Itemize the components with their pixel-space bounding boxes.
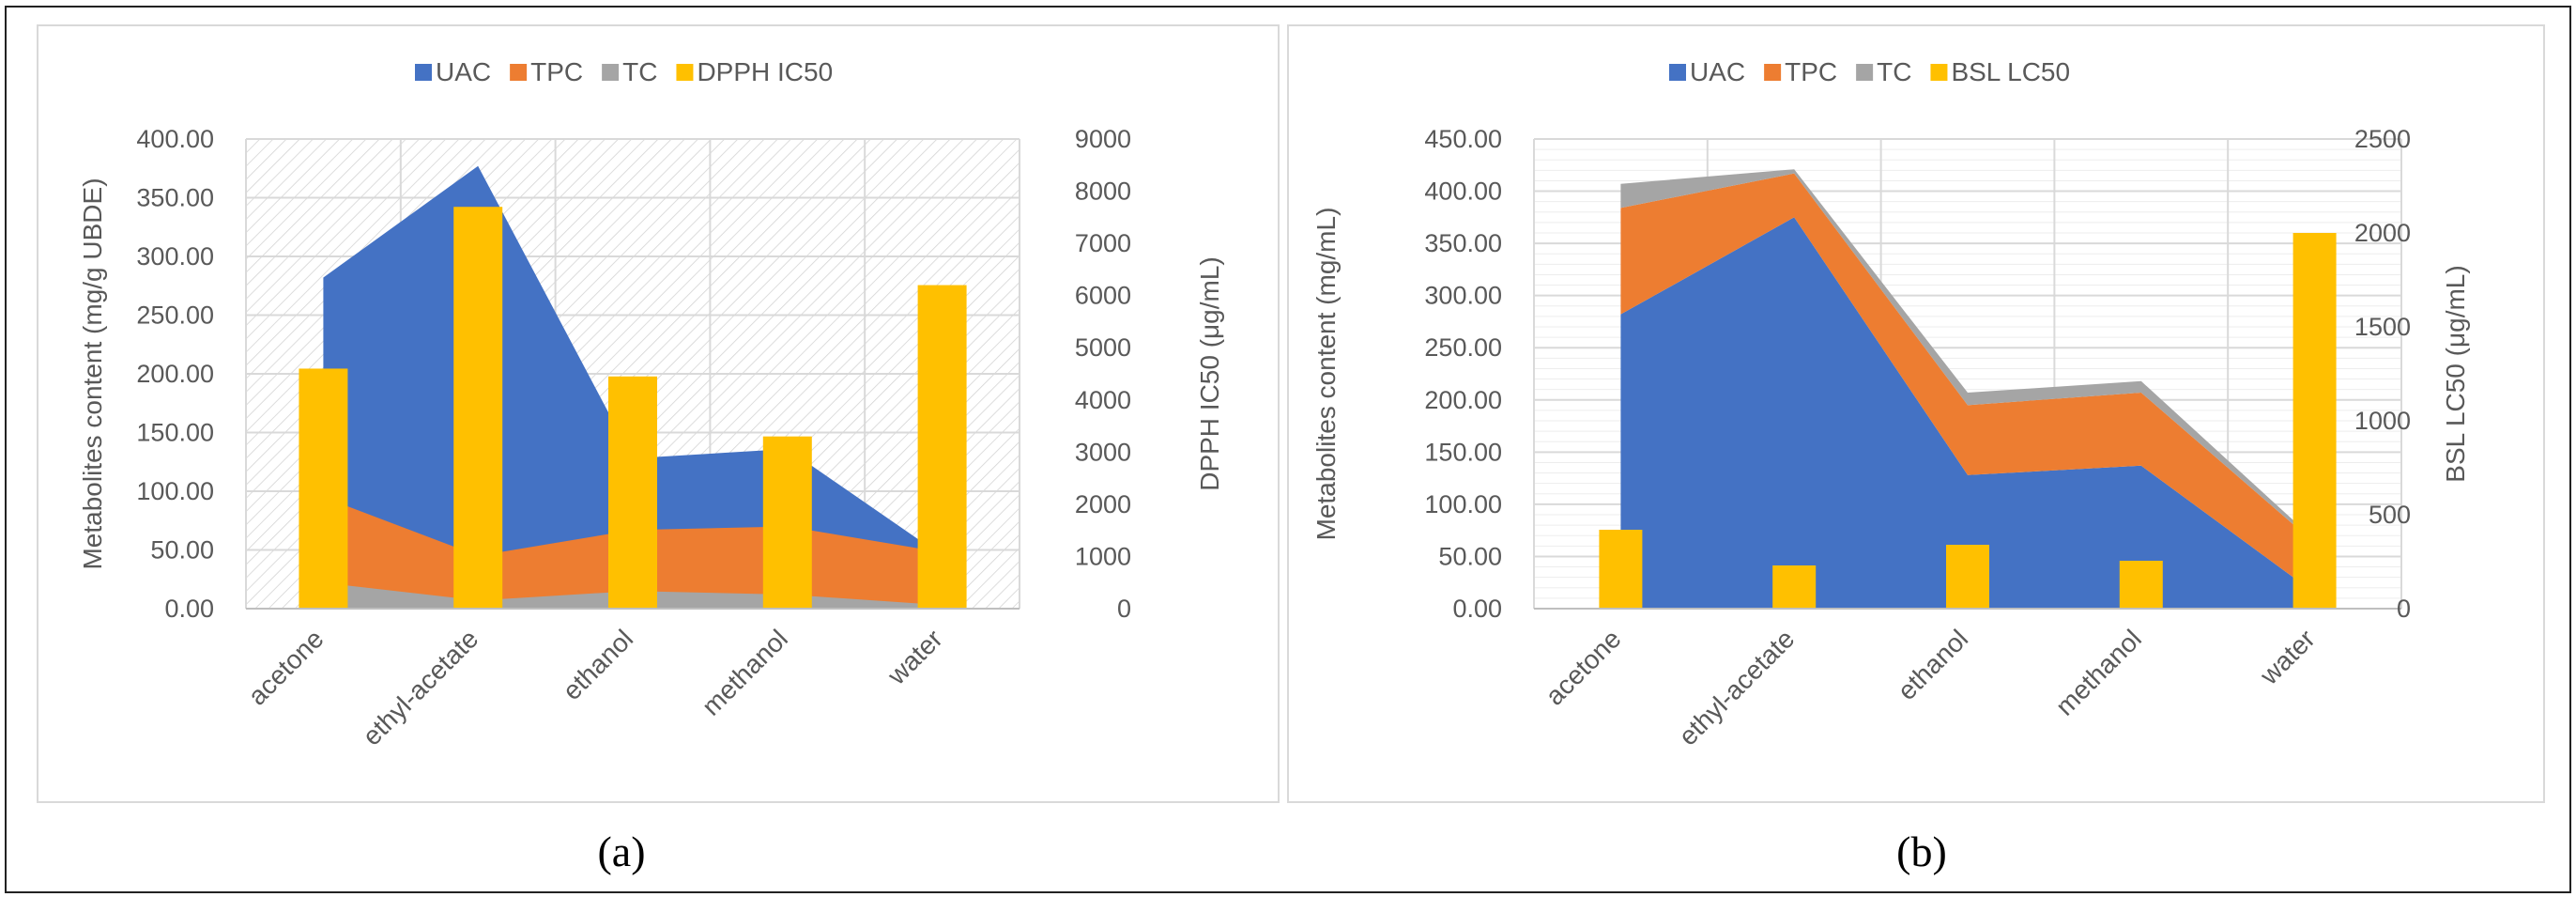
panel-b-ytick-label: 450.00 xyxy=(1424,125,1502,153)
panel-b-legend-swatch-0 xyxy=(1669,64,1686,81)
panel-b-ytick-label: 50.00 xyxy=(1438,542,1502,570)
panel-a-y2tick-label: 3000 xyxy=(1075,438,1131,466)
panel-a-y2tick-label: 9000 xyxy=(1075,125,1131,153)
panel-a-legend-label-1: TPC xyxy=(530,57,583,86)
panel-a-y2label: DPPH IC50 (μg/mL) xyxy=(1195,256,1224,491)
panel-b-ytick-label: 0.00 xyxy=(1452,595,1502,623)
panel-b-ytick-label: 150.00 xyxy=(1424,438,1502,466)
caption-a: (a) xyxy=(597,827,646,875)
panel-b-legend-label-2: TC xyxy=(1877,57,1911,86)
panel-a-y2tick-label: 1000 xyxy=(1075,542,1131,570)
panel-b-area-tpc xyxy=(1620,173,2315,594)
panel-a-y2tick-label: 5000 xyxy=(1075,333,1131,362)
panel-a-y2tick-label: 0 xyxy=(1117,595,1131,623)
panel-b-y2tick-label: 0 xyxy=(2397,595,2411,623)
panel-b-legend-swatch-2 xyxy=(1856,64,1874,81)
panel-b-legend-label-3: BSL LC50 xyxy=(1951,57,2070,86)
panel-b-ytick-label: 300.00 xyxy=(1424,282,1502,310)
panel-a-ylabel: Metabolites content (mg/g UBDE) xyxy=(78,178,107,569)
panel-b-ytick-label: 350.00 xyxy=(1424,229,1502,257)
panel-a-legend-swatch-2 xyxy=(602,64,620,81)
panel-a-ytick-label: 300.00 xyxy=(136,242,214,271)
panel-a-y2tick-label: 4000 xyxy=(1075,386,1131,414)
panel-a-bar-methanol xyxy=(762,436,812,609)
panel-b-y2tick-label: 2500 xyxy=(2354,125,2411,153)
panel-b-legend-label-0: UAC xyxy=(1690,57,1745,86)
panel-a-ytick-label: 150.00 xyxy=(136,419,214,447)
panel-a-ytick-label: 50.00 xyxy=(150,536,214,564)
panel-a-bar-ethyl-acetate xyxy=(453,207,503,609)
panel-b-bar-methanol xyxy=(2119,561,2163,609)
panel-a-y2tick-label: 7000 xyxy=(1075,229,1131,257)
panel-b-bar-acetone xyxy=(1599,530,1643,609)
panel-a-ytick-label: 100.00 xyxy=(136,477,214,505)
panel-b-legend-label-1: TPC xyxy=(1785,57,1837,86)
panel-a-ytick-label: 400.00 xyxy=(136,125,214,153)
panel-a-bar-water xyxy=(917,285,967,609)
panel-b-bar-ethanol xyxy=(1946,545,1989,609)
panel-a-ytick-label: 200.00 xyxy=(136,360,214,388)
panel-a-y2tick-label: 8000 xyxy=(1075,178,1131,206)
panel-b-ytick-label: 200.00 xyxy=(1424,386,1502,414)
panel-b-legend-swatch-1 xyxy=(1764,64,1782,81)
panel-b-y2label: BSL LC50 (μg/mL) xyxy=(2441,265,2470,482)
panel-a-ytick-label: 350.00 xyxy=(136,184,214,212)
panel-b-y2tick-label: 1500 xyxy=(2354,313,2411,341)
panel-a-y2tick-label: 6000 xyxy=(1075,282,1131,310)
panel-b-ytick-label: 400.00 xyxy=(1424,178,1502,206)
panel-a-y2tick-label: 2000 xyxy=(1075,490,1131,518)
panel-a-legend-label-0: UAC xyxy=(436,57,491,86)
panel-a-legend-swatch-0 xyxy=(415,64,432,81)
panel-b-bar-ethyl-acetate xyxy=(1772,565,1817,609)
panel-a-legend-label-2: TC xyxy=(622,57,657,86)
panel-a-legend-label-3: DPPH IC50 xyxy=(697,57,833,86)
caption-b: (b) xyxy=(1896,827,1947,875)
panel-b-ylabel: Metabolites content (mg/mL) xyxy=(1311,208,1341,541)
panel-a-ytick-label: 0.00 xyxy=(164,595,214,623)
chart-panel-a: 0.00 50.00 100.00 150.00 200.00 250.00 300.00 3… xyxy=(78,57,1224,751)
panel-b-y2tick-label: 1000 xyxy=(2354,407,2411,435)
panel-b-ytick-label: 250.00 xyxy=(1424,333,1502,362)
panel-a-legend-swatch-1 xyxy=(510,64,528,81)
panel-a-bar-ethanol xyxy=(608,376,657,609)
panel-b-legend-swatch-3 xyxy=(1930,64,1948,81)
panel-b-y2tick-label: 500 xyxy=(2369,501,2411,529)
figure-frame xyxy=(5,6,2571,893)
chart-panel-b: 0.00 50.00 100.00 150.00 200.00 250.00 300.00 3… xyxy=(1311,57,2470,751)
panel-b-bar-water xyxy=(2292,233,2337,609)
panel-a-ytick-label: 250.00 xyxy=(136,302,214,330)
panel-b-y2tick-label: 2000 xyxy=(2354,219,2411,247)
panel-b-ytick-label: 100.00 xyxy=(1424,490,1502,518)
panel-a-legend-swatch-3 xyxy=(676,64,694,81)
panel-a-bar-acetone xyxy=(299,368,348,609)
panel-b-area-uac xyxy=(1620,217,2315,610)
